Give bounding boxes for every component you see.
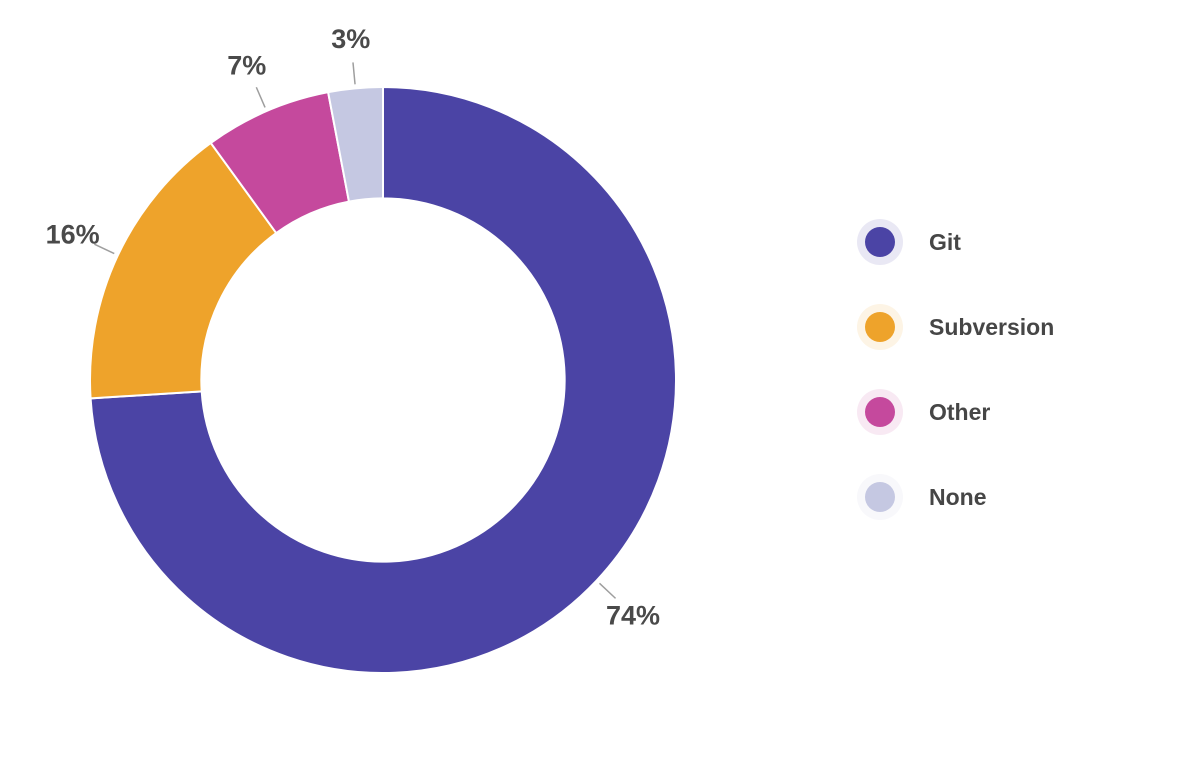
- donut-segment-none: [326, 85, 384, 203]
- slice-label-git: 74%: [606, 600, 660, 630]
- legend-marker-none: [857, 474, 903, 520]
- legend-item-other: Other: [857, 389, 1054, 435]
- leader-line-git: [598, 582, 617, 599]
- leader-line-none: [352, 62, 356, 85]
- chart-legend: Git Subversion Other None: [857, 219, 1054, 520]
- legend-marker-subversion: [857, 304, 903, 350]
- legend-dot-none: [865, 482, 895, 512]
- leader-line-other: [255, 86, 266, 108]
- legend-label-none: None: [929, 483, 987, 510]
- legend-label-git: Git: [929, 228, 961, 255]
- donut-chart: 74% 16% 7% 3%: [46, 24, 677, 674]
- legend-dot-git: [865, 227, 895, 257]
- legend-label-other: Other: [929, 398, 991, 425]
- legend-marker-other: [857, 389, 903, 435]
- leader-line-subversion: [94, 243, 115, 255]
- legend-item-git: Git: [857, 219, 1054, 265]
- legend-label-subversion: Subversion: [929, 313, 1055, 340]
- legend-dot-other: [865, 397, 895, 427]
- legend-item-subversion: Subversion: [857, 304, 1054, 350]
- legend-dot-subversion: [865, 312, 895, 342]
- legend-marker-git: [857, 219, 903, 265]
- slice-label-other: 7%: [227, 51, 266, 81]
- slice-label-none: 3%: [331, 24, 370, 54]
- donut-segment-git: [89, 85, 677, 674]
- legend-item-none: None: [857, 474, 1054, 520]
- slice-label-subversion: 16%: [46, 219, 100, 249]
